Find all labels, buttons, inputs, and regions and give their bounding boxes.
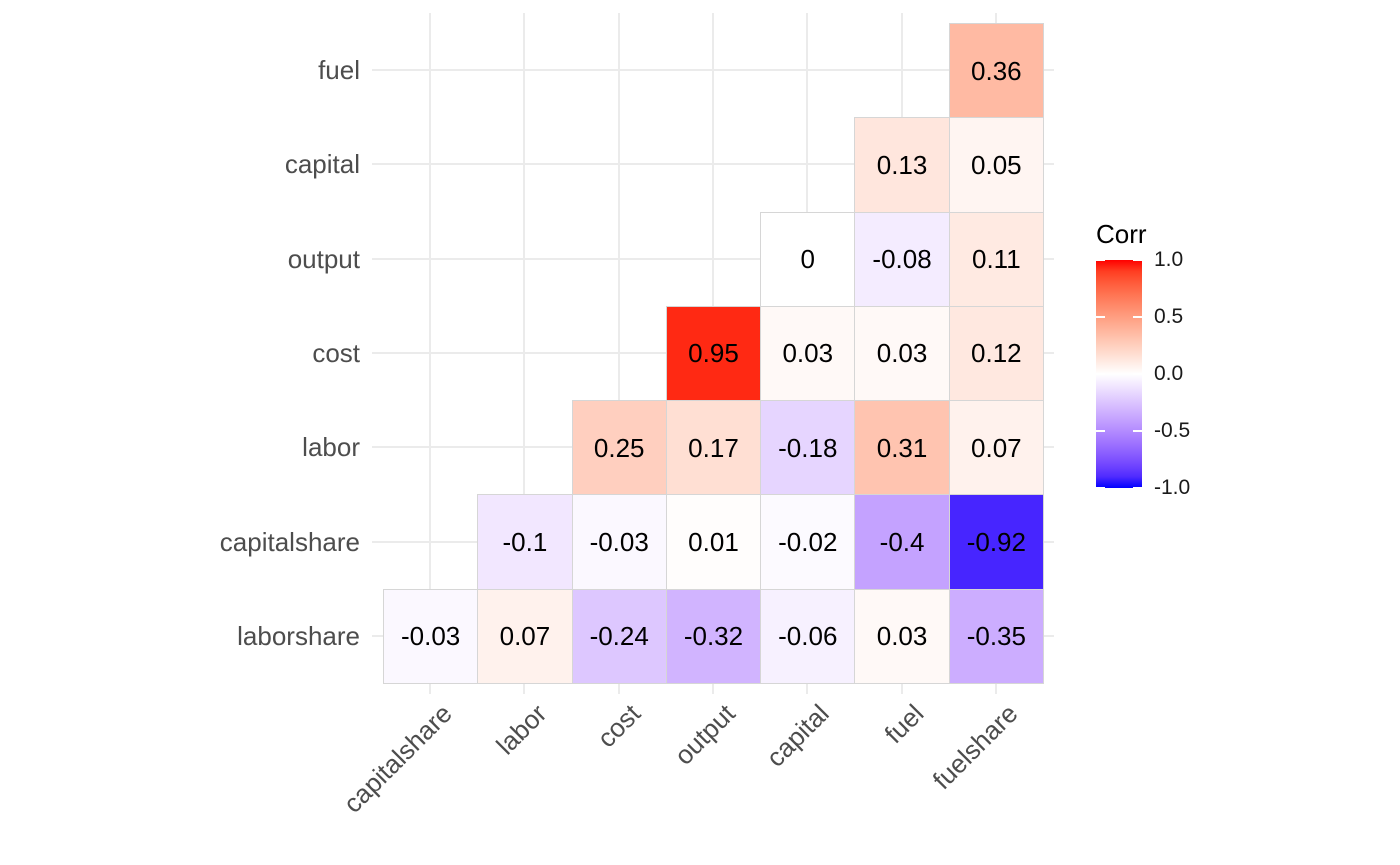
legend-tick-mark bbox=[1133, 373, 1142, 375]
y-axis-label: laborshare bbox=[237, 620, 360, 651]
legend-tick-label: -1.0 bbox=[1154, 476, 1191, 499]
x-axis-label: fuel bbox=[878, 698, 930, 750]
heatmap-cell: -0.03 bbox=[571, 494, 667, 590]
heatmap-cell: -0.08 bbox=[854, 211, 950, 307]
y-axis-label: labor bbox=[302, 432, 360, 463]
heatmap-cell: -0.24 bbox=[571, 588, 667, 684]
legend-tick-mark bbox=[1133, 430, 1142, 432]
legend-tick-mark bbox=[1096, 373, 1105, 375]
legend-tick-label: -0.5 bbox=[1154, 419, 1191, 442]
heatmap-cell: -0.1 bbox=[477, 494, 573, 590]
heatmap-cell: 0.01 bbox=[665, 494, 762, 590]
heatmap-cell: 0.31 bbox=[854, 400, 950, 496]
heatmap-cell: -0.32 bbox=[665, 588, 762, 684]
heatmap-cell: 0.25 bbox=[571, 400, 667, 496]
heatmap-cell: -0.18 bbox=[760, 400, 856, 496]
heatmap-cell: 0.13 bbox=[854, 117, 950, 213]
heatmap-cell: 0.11 bbox=[948, 211, 1044, 307]
heatmap-cell: 0.05 bbox=[948, 117, 1044, 213]
grid-line-horizontal bbox=[372, 69, 1054, 72]
x-axis-label: fuelshare bbox=[926, 698, 1024, 796]
grid-line-horizontal bbox=[372, 163, 1054, 166]
heatmap-cell: -0.35 bbox=[948, 588, 1044, 684]
heatmap-cell: -0.4 bbox=[854, 494, 950, 590]
x-axis-label: cost bbox=[591, 698, 647, 754]
legend-tick-label: 0.5 bbox=[1154, 305, 1184, 328]
x-axis-label: capitalshare bbox=[337, 698, 458, 819]
legend-tick-label: 1.0 bbox=[1154, 248, 1184, 271]
y-axis-label: capital bbox=[284, 149, 360, 180]
heatmap-cell: -0.03 bbox=[383, 588, 479, 684]
heatmap-cell: 0.12 bbox=[948, 305, 1044, 402]
legend-tick-mark bbox=[1096, 487, 1105, 489]
legend-title: Corr bbox=[1096, 219, 1147, 249]
heatmap-cell: 0.17 bbox=[665, 400, 762, 496]
heatmap-cell: -0.02 bbox=[760, 494, 856, 590]
heatmap-cell: 0 bbox=[760, 211, 856, 307]
heatmap-cell: 0.07 bbox=[477, 588, 573, 684]
heatmap-cell: 0.03 bbox=[760, 305, 856, 402]
y-axis-label: output bbox=[287, 243, 360, 274]
legend-tick-label: 0.0 bbox=[1154, 362, 1184, 385]
x-axis-label: capital bbox=[760, 698, 835, 773]
heatmap-cell: -0.92 bbox=[948, 494, 1044, 590]
heatmap-cell: 0.36 bbox=[948, 23, 1044, 119]
x-axis-label: output bbox=[668, 698, 741, 771]
legend-tick-mark bbox=[1096, 316, 1105, 318]
heatmap-cell: 0.95 bbox=[665, 305, 762, 402]
grid-line-horizontal bbox=[372, 257, 1054, 260]
x-axis-label: labor bbox=[489, 698, 552, 761]
y-axis-label: fuel bbox=[318, 55, 360, 86]
legend-tick-mark bbox=[1133, 316, 1142, 318]
heatmap-cell: -0.06 bbox=[760, 588, 856, 684]
y-axis-label: cost bbox=[312, 338, 360, 368]
y-axis-label: capitalshare bbox=[219, 526, 360, 557]
legend-tick-mark bbox=[1133, 487, 1142, 489]
heatmap-cell: 0.03 bbox=[854, 305, 950, 402]
heatmap-cell: 0.03 bbox=[854, 588, 950, 684]
heatmap-cell: 0.07 bbox=[948, 400, 1044, 496]
legend-tick-mark bbox=[1096, 430, 1105, 432]
legend-tick-mark bbox=[1133, 259, 1142, 261]
legend-tick-mark bbox=[1096, 259, 1105, 261]
